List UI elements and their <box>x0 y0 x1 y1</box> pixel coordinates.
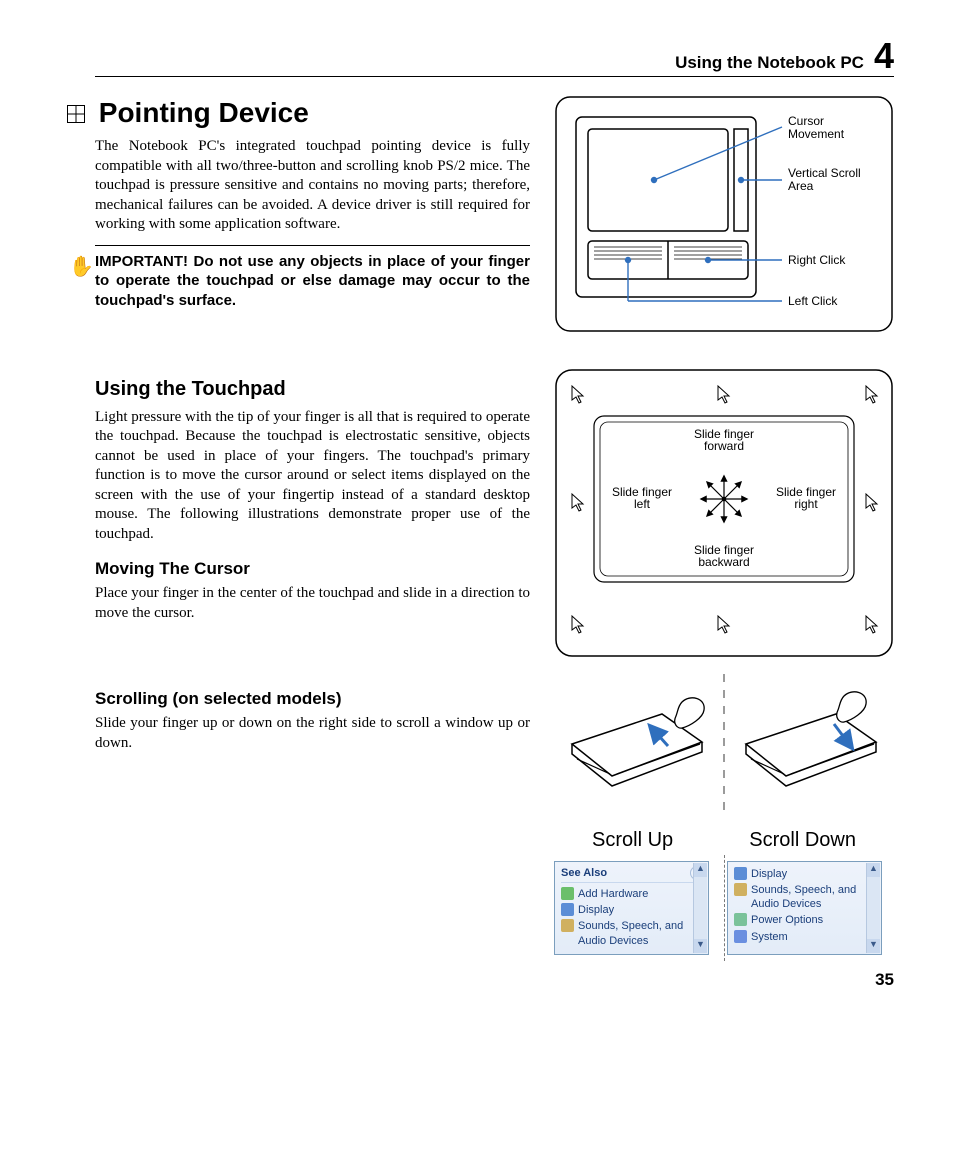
section-heading: Pointing Device <box>95 95 530 131</box>
scrolling-heading: Scrolling (on selected models) <box>95 688 530 710</box>
page-header: Using the Notebook PC 4 <box>95 40 894 77</box>
cursor-directions-figure: Slide fingerforward Slide fingerbackward… <box>554 368 894 658</box>
control-panel-right: Display Sounds, Speech, and Audio Device… <box>727 861 882 955</box>
using-touchpad-heading: Using the Touchpad <box>95 376 530 402</box>
moving-cursor-heading: Moving The Cursor <box>95 558 530 580</box>
see-also-list: Add Hardware Display Sounds, Speech, and… <box>561 886 704 949</box>
touchpad-section-icon <box>67 105 85 123</box>
important-note: ✋ IMPORTANT! Do not use any objects in p… <box>95 245 530 311</box>
fig1-rclick: Right Click <box>788 253 846 267</box>
moving-cursor-body: Place your finger in the center of the t… <box>95 584 530 623</box>
important-text: IMPORTANT! Do not use any objects in pla… <box>95 252 530 311</box>
hand-icon: ✋ <box>69 254 94 280</box>
svg-text:Vertical ScrollArea: Vertical ScrollArea <box>788 166 861 193</box>
section-title-text: Pointing Device <box>99 97 309 128</box>
fig1-lclick: Left Click <box>788 294 838 308</box>
svg-text:Slide fingerbackward: Slide fingerbackward <box>694 543 754 569</box>
svg-text:CursorMovement: CursorMovement <box>788 114 845 141</box>
scroll-up-arrow-icon: ▲ <box>694 863 707 877</box>
using-touchpad-body: Light pressure with the tip of your fing… <box>95 408 530 545</box>
chapter-number: 4 <box>874 40 894 72</box>
header-title: Using the Notebook PC <box>675 52 864 74</box>
scroll-down-label: Scroll Down <box>749 827 856 853</box>
intro-paragraph: The Notebook PC's integrated touchpad po… <box>95 137 530 235</box>
scroll-down-arrow-icon: ▼ <box>867 939 880 953</box>
svg-text:Slide fingerleft: Slide fingerleft <box>612 485 672 511</box>
control-panel-left: See Also⌃ Add Hardware Display Sounds, S… <box>554 861 709 955</box>
scroll-down-arrow-icon: ▼ <box>694 939 707 953</box>
touchpad-parts-figure: CursorMovement Vertical ScrollArea Right… <box>554 95 894 333</box>
scroll-up-label: Scroll Up <box>592 827 673 853</box>
see-also-heading: See Also <box>561 866 607 880</box>
svg-text:Slide fingerright: Slide fingerright <box>776 485 836 511</box>
control-panel-list: Display Sounds, Speech, and Audio Device… <box>734 866 877 945</box>
scroll-up-arrow-icon: ▲ <box>867 863 880 877</box>
page-number: 35 <box>95 969 894 991</box>
svg-text:Slide fingerforward: Slide fingerforward <box>694 427 754 453</box>
scroll-gesture-figure <box>554 674 894 814</box>
scrolling-body: Slide your finger up or down on the righ… <box>95 714 530 753</box>
